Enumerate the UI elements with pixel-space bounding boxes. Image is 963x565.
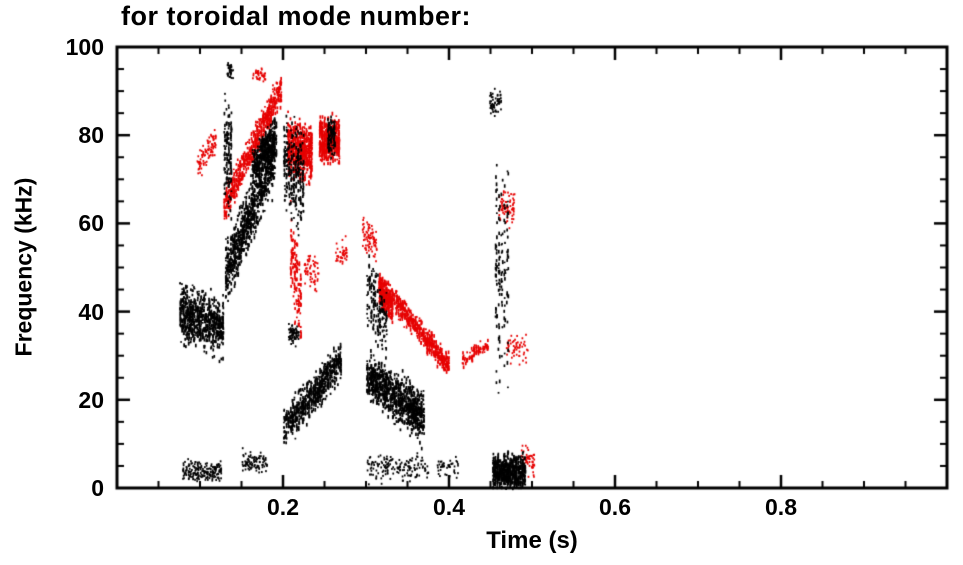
x-tick-label: 0.8 (765, 494, 797, 520)
y-axis-label: Frequency (kHz) (10, 177, 37, 357)
y-tick-label: 20 (78, 386, 104, 413)
y-tick-label: 0 (91, 475, 104, 501)
y-tick-label: 60 (78, 210, 104, 237)
x-tick-label: 0.4 (433, 494, 465, 520)
x-tick-label: 0.6 (599, 494, 631, 520)
y-tick-label: 40 (78, 298, 104, 325)
x-tick-label: 0.2 (267, 494, 299, 520)
y-tick-label: 100 (65, 34, 104, 60)
chart-title: for toroidal mode number: (121, 1, 471, 31)
y-tick-label: 80 (78, 122, 104, 149)
x-axis-label: Time (s) (486, 527, 578, 554)
